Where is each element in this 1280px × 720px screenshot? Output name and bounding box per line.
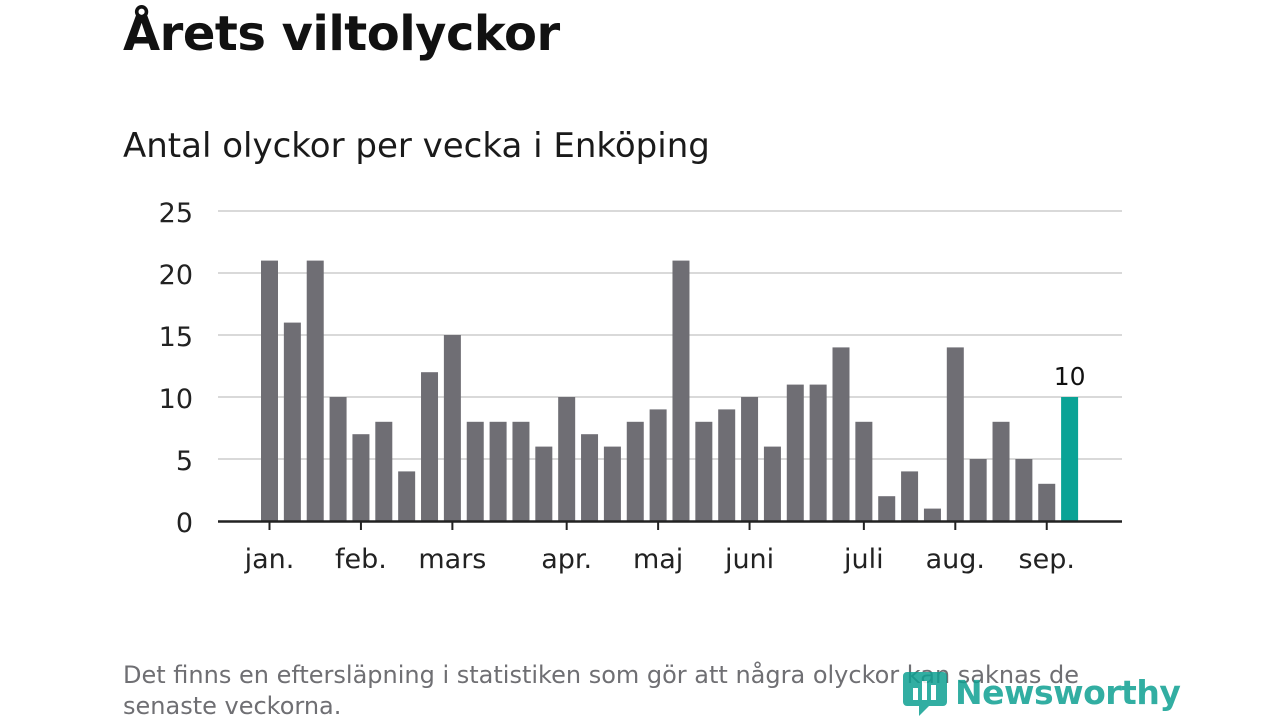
y-tick-label: 25 xyxy=(159,198,193,229)
bar xyxy=(855,421,873,521)
x-tick-label: apr. xyxy=(541,544,592,575)
x-axis-month-labels: jan. feb. mars apr. maj juni juli aug. sep. xyxy=(244,521,1075,575)
x-tick-label: aug. xyxy=(926,544,985,575)
bar xyxy=(421,372,439,521)
bar xyxy=(718,409,736,521)
bar xyxy=(466,421,484,521)
brand-name: Newsworthy xyxy=(955,672,1181,712)
bar xyxy=(1015,459,1033,521)
bar xyxy=(672,260,690,521)
bar xyxy=(306,260,324,521)
bar-highlight xyxy=(1061,397,1079,521)
y-tick-label: 5 xyxy=(176,446,193,477)
highlight-value-label: 10 xyxy=(1054,362,1086,391)
bar xyxy=(832,347,850,521)
bar xyxy=(809,384,827,521)
chart-subtitle: Antal olyckor per vecka i Enköping xyxy=(123,126,710,166)
bar xyxy=(261,260,278,521)
y-tick-label: 0 xyxy=(176,508,193,539)
bar xyxy=(375,421,393,521)
brand-logo: Newsworthy xyxy=(903,664,1181,720)
bar xyxy=(969,459,987,521)
bar xyxy=(512,421,530,521)
bar xyxy=(946,347,964,521)
bar xyxy=(603,446,621,521)
y-tick-label: 15 xyxy=(159,322,193,353)
bar xyxy=(786,384,804,521)
data-labels: 10 xyxy=(1054,362,1086,391)
bar xyxy=(923,508,941,521)
x-tick-label: mars xyxy=(418,544,486,575)
bar xyxy=(283,322,301,521)
bar xyxy=(535,446,553,521)
bar xyxy=(1038,483,1056,521)
y-axis-tick-labels: 0 5 10 15 20 25 xyxy=(159,198,193,539)
y-tick-label: 20 xyxy=(159,260,193,291)
x-tick-label: jan. xyxy=(244,544,295,575)
gridlines xyxy=(218,210,1122,460)
bar xyxy=(398,471,416,521)
bar xyxy=(443,335,461,521)
bar xyxy=(352,434,370,521)
bar xyxy=(626,421,644,521)
bar xyxy=(741,397,759,521)
bar xyxy=(558,397,576,521)
x-tick-label: juli xyxy=(843,544,884,575)
bar xyxy=(329,397,347,521)
bar xyxy=(901,471,919,521)
bar xyxy=(649,409,667,521)
y-tick-label: 10 xyxy=(159,384,193,415)
bar xyxy=(992,421,1010,521)
bars xyxy=(261,260,1079,521)
x-tick-label: maj xyxy=(633,544,683,575)
bar xyxy=(489,421,507,521)
newsworthy-logo-icon xyxy=(903,672,947,716)
x-tick-label: feb. xyxy=(335,544,387,575)
bar xyxy=(763,446,781,521)
bar xyxy=(878,496,896,521)
chart-title: Årets viltolyckor xyxy=(123,6,560,62)
bar xyxy=(695,421,713,521)
x-tick-label: sep. xyxy=(1019,544,1075,575)
x-tick-label: juni xyxy=(724,544,774,575)
bar xyxy=(581,434,599,521)
